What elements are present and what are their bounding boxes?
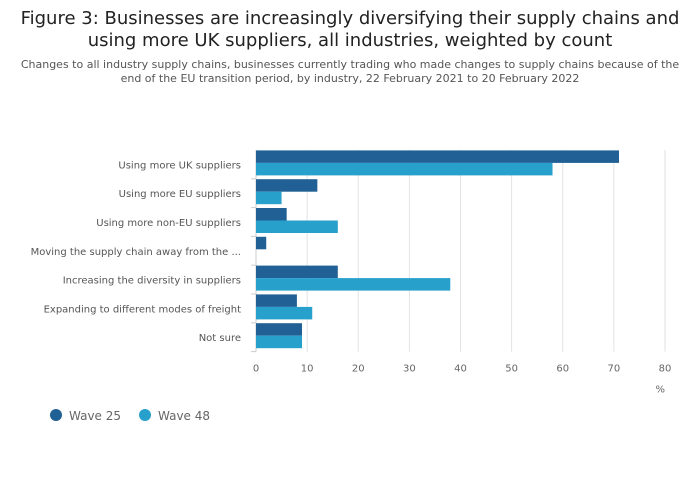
y-category-label: Increasing the diversity in suppliers xyxy=(63,276,241,287)
x-tick-label: 30 xyxy=(403,364,416,375)
x-tick-label: 70 xyxy=(608,364,621,375)
x-tick-label: 20 xyxy=(352,364,365,375)
legend-label: Wave 48 xyxy=(158,409,210,423)
y-category-label: Moving the supply chain away from the ..… xyxy=(31,247,241,258)
bar-wave-48 xyxy=(256,191,282,205)
x-tick-label: 40 xyxy=(454,364,467,375)
chart-subtitle: Changes to all industry supply chains, b… xyxy=(20,58,680,85)
bar-wave-48 xyxy=(256,162,553,176)
bar-wave-25 xyxy=(256,294,297,307)
x-tick-label: 0 xyxy=(253,364,259,375)
bar-wave-25 xyxy=(256,323,303,336)
x-tick-label: 80 xyxy=(659,364,672,375)
chart-title: Figure 3: Businesses are increasingly di… xyxy=(20,8,680,51)
bar-wave-48 xyxy=(256,335,303,349)
y-category-label: Using more non-EU suppliers xyxy=(96,218,241,229)
bar-wave-25 xyxy=(256,236,267,250)
bar-wave-48 xyxy=(256,306,313,320)
x-tick-label: 50 xyxy=(505,364,518,375)
y-category-label: Using more EU suppliers xyxy=(119,189,241,200)
legend-marker xyxy=(139,409,151,421)
legend-marker xyxy=(50,409,62,421)
bar-wave-25 xyxy=(256,150,619,163)
bar-wave-48 xyxy=(256,220,338,233)
bar-wave-25 xyxy=(256,179,318,192)
x-tick-label: 10 xyxy=(301,364,314,375)
y-category-label: Using more UK suppliers xyxy=(118,160,241,171)
bar-wave-48 xyxy=(256,278,451,291)
bar-wave-25 xyxy=(256,208,287,221)
x-tick-label: 60 xyxy=(556,364,569,375)
y-category-label: Not sure xyxy=(199,333,241,344)
legend-label: Wave 25 xyxy=(69,409,121,423)
x-axis-label: % xyxy=(655,385,665,396)
y-category-label: Expanding to different modes of freight xyxy=(44,304,242,315)
bar-wave-25 xyxy=(256,265,338,279)
